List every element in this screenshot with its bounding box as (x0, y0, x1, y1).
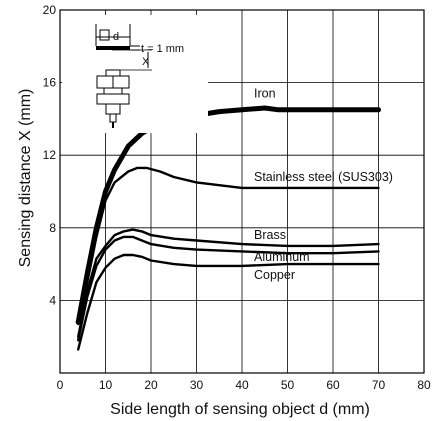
series-line-stainless-steel-sus303 (77, 166, 380, 326)
sensor-diagram: d t = 1 mm X (62, 15, 208, 133)
x-label: X (142, 56, 150, 68)
sensor-tail (109, 113, 117, 123)
series-label-aluminum: Aluminum (254, 250, 310, 264)
x-tick-label-50: 50 (281, 378, 295, 392)
sensor-thread (103, 87, 123, 95)
series-label-brass: Brass (254, 228, 286, 242)
sensor-nut-bottom (96, 93, 130, 105)
series-labels: Iron Stainless steel (SUS303) Brass Aluminu… (254, 86, 393, 282)
x-tick-label-10: 10 (99, 378, 113, 392)
x-axis-label: Side length of sensing object d (mm) (110, 401, 370, 418)
y-tick-label-20: 20 (43, 3, 57, 17)
target-plate (96, 46, 130, 50)
y-axis-label: Sensing distance X (mm) (17, 89, 34, 268)
y-tick-label-16: 16 (43, 76, 57, 90)
inset-background (62, 15, 208, 133)
x-tick-label-40: 40 (235, 378, 249, 392)
x-tick-label-70: 70 (372, 378, 386, 392)
series-label-stainless-steel-sus303: Stainless steel (SUS303) (254, 170, 393, 184)
series-line-iron (75, 105, 381, 325)
tick-labels: 0 10 20 30 40 50 60 70 80 4 8 12 16 20 (43, 3, 431, 392)
y-tick-label-8: 8 (49, 221, 56, 235)
series-label-copper: Copper (254, 268, 295, 282)
square-symbol (99, 29, 110, 41)
x-tick-label-60: 60 (326, 378, 340, 392)
series-line-brass (77, 228, 380, 338)
x-tick-label-0: 0 (57, 378, 64, 392)
series-line-aluminum (77, 235, 380, 342)
plot-border (59, 9, 425, 374)
sensor-body (105, 103, 121, 115)
t-label: t = 1 mm (141, 43, 184, 55)
y-tick-label-12: 12 (43, 148, 57, 162)
x-tick-label-20: 20 (144, 378, 158, 392)
plot-frame (59, 9, 425, 374)
x-tick-label-30: 30 (190, 378, 204, 392)
d-label: d (113, 31, 119, 43)
x-tick-label-80: 80 (417, 378, 431, 392)
sensor-head (105, 69, 121, 77)
y-tick-label-4: 4 (49, 293, 56, 307)
series-label-iron: Iron (254, 86, 276, 100)
series-layer (75, 105, 381, 351)
series-line-copper (77, 253, 380, 351)
